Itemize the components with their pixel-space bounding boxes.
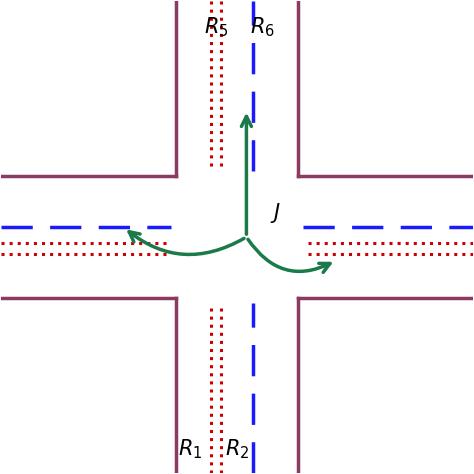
Text: $R_{2}$: $R_{2}$ xyxy=(225,437,249,461)
Text: $R_{5}$: $R_{5}$ xyxy=(203,16,228,39)
Text: $R_{1}$: $R_{1}$ xyxy=(178,437,202,461)
Text: $R_{6}$: $R_{6}$ xyxy=(250,16,275,39)
Text: $J$: $J$ xyxy=(270,201,281,226)
